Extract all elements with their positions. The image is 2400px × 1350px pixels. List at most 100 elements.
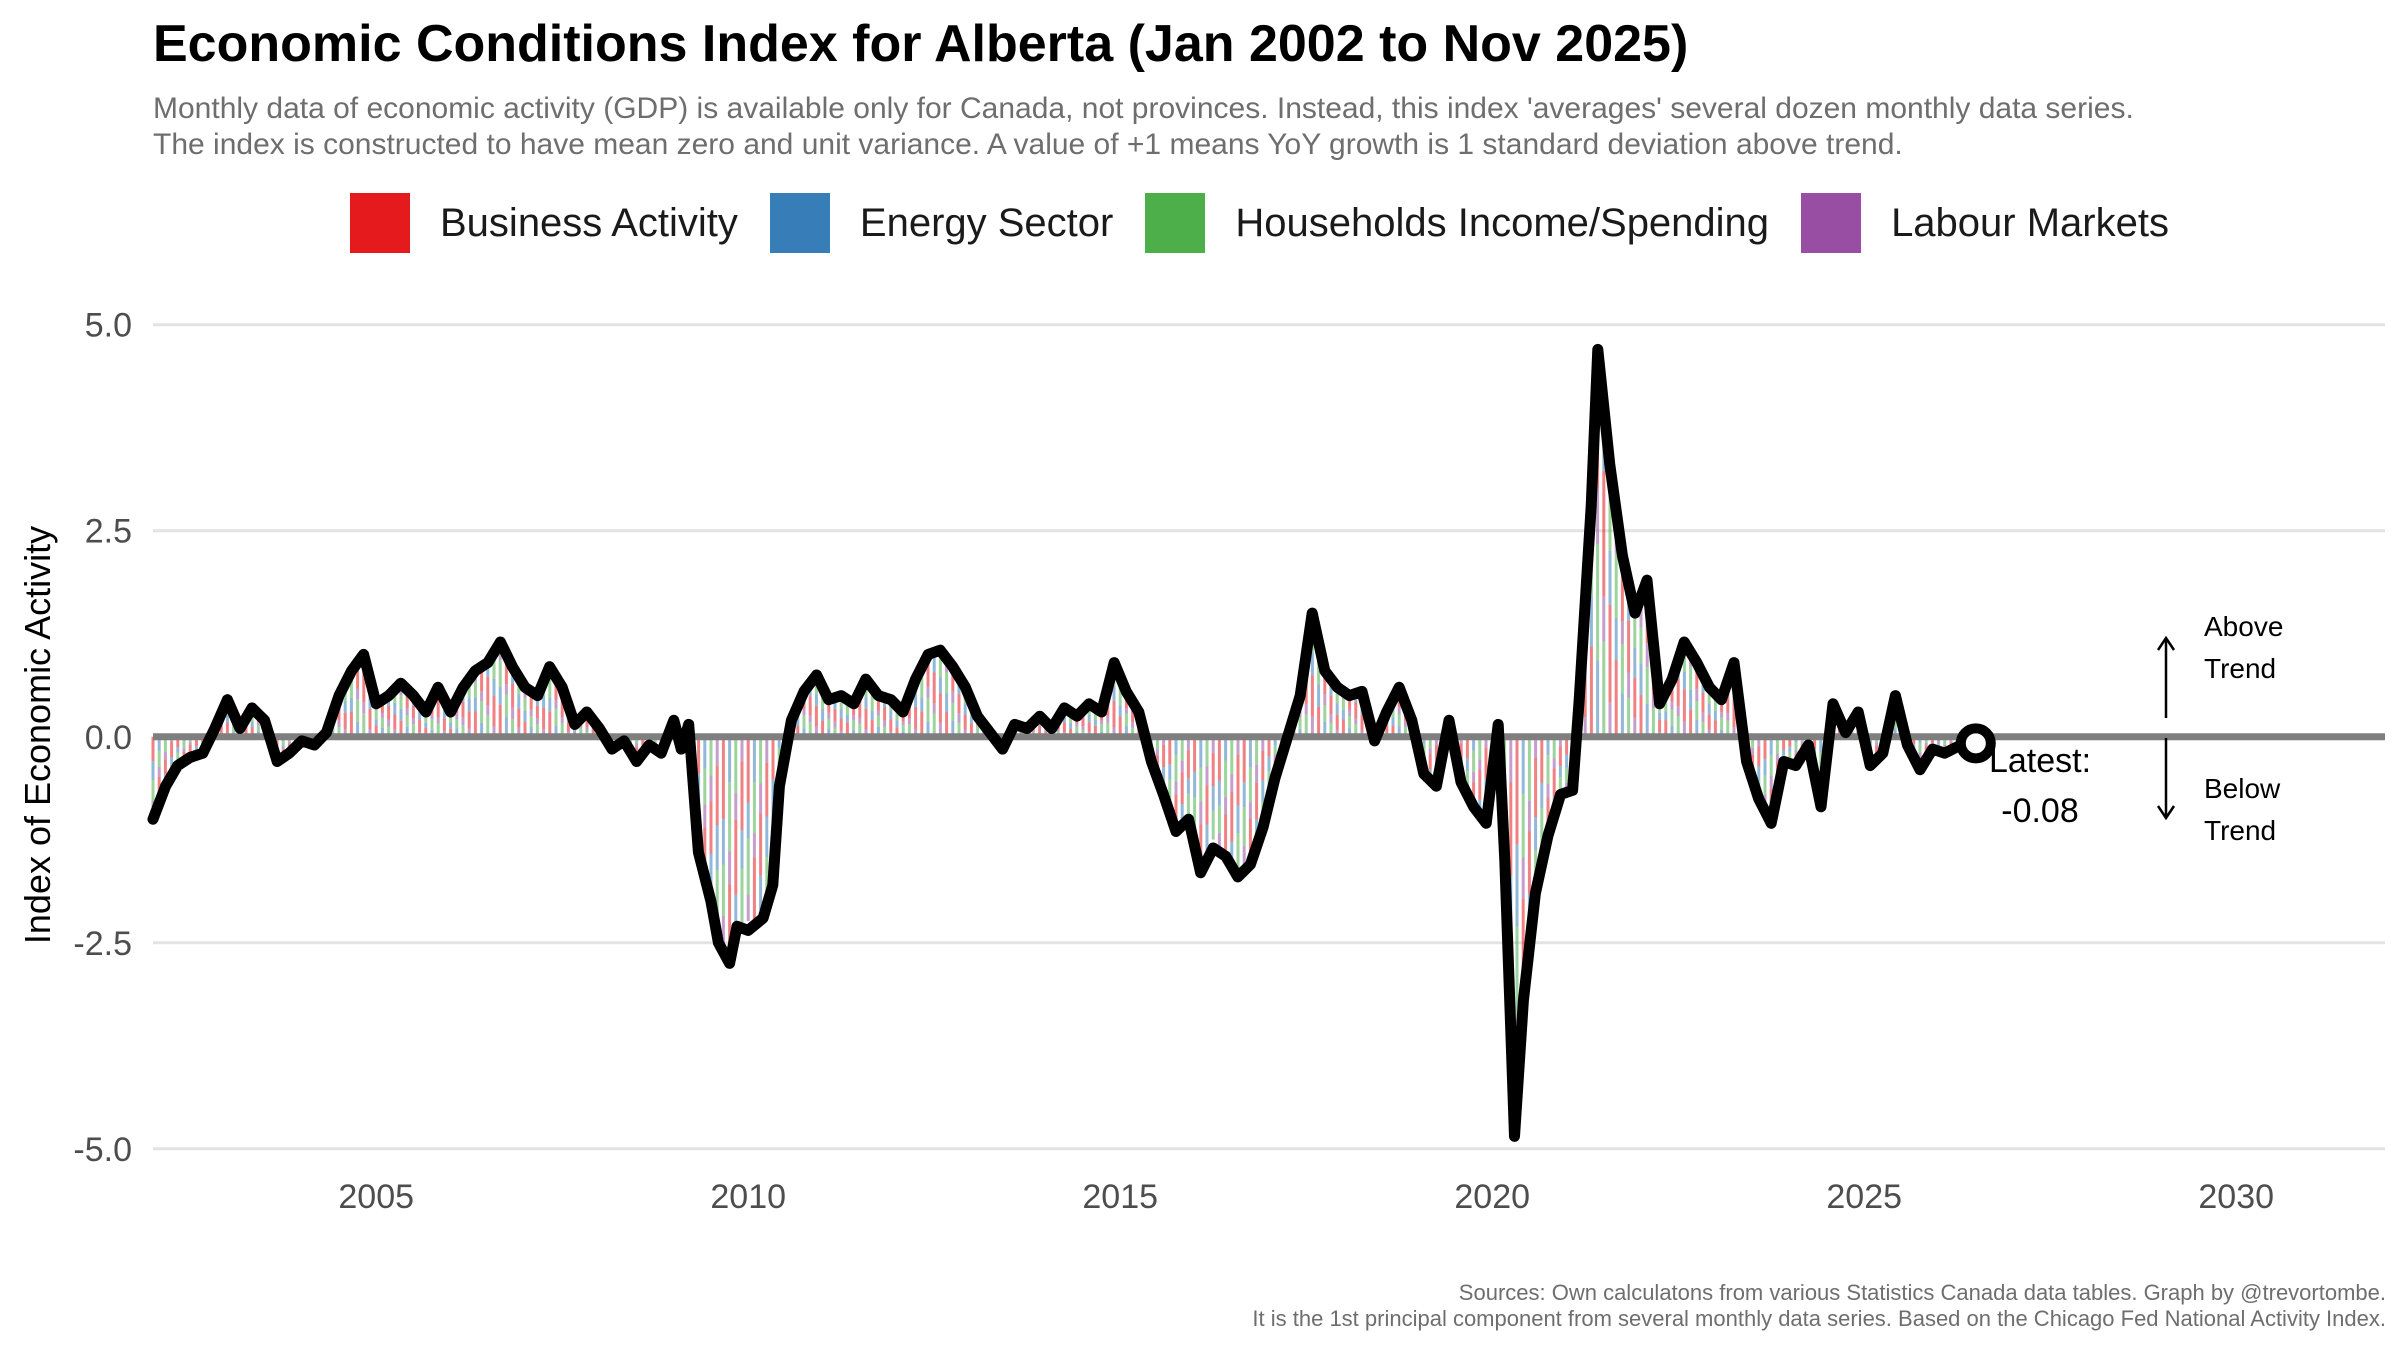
legend-item-labour-markets: Labour Markets bbox=[1801, 193, 2169, 253]
component-bar bbox=[399, 708, 403, 721]
component-bar bbox=[709, 853, 713, 894]
component-bar bbox=[759, 813, 763, 876]
component-bar bbox=[957, 722, 961, 737]
component-bar bbox=[1465, 758, 1469, 772]
component-bar bbox=[535, 724, 539, 737]
component-bar bbox=[976, 726, 980, 733]
component-bar bbox=[1403, 726, 1407, 737]
y-tick-label: -5.0 bbox=[73, 1131, 132, 1169]
component-bar bbox=[343, 729, 347, 737]
component-bar bbox=[1943, 740, 1947, 745]
component-bar bbox=[920, 697, 924, 712]
component-bar bbox=[393, 702, 397, 715]
component-bar bbox=[387, 726, 391, 737]
component-bar bbox=[1323, 721, 1327, 737]
component-bar bbox=[734, 736, 738, 794]
component-bar bbox=[926, 697, 930, 722]
component-bar bbox=[963, 714, 967, 730]
component-bar bbox=[1707, 729, 1711, 737]
component-bar bbox=[1180, 804, 1184, 822]
component-bar bbox=[1162, 767, 1166, 780]
component-bar bbox=[1701, 721, 1705, 737]
component-bar bbox=[1614, 617, 1618, 661]
component-bar bbox=[1205, 766, 1209, 786]
component-bar bbox=[542, 696, 546, 708]
component-bar bbox=[1682, 689, 1686, 722]
component-bar bbox=[969, 715, 973, 724]
component-bar bbox=[511, 719, 515, 737]
component-bar bbox=[1620, 693, 1624, 737]
component-bar bbox=[554, 677, 558, 701]
component-bar bbox=[511, 707, 515, 720]
component-bar bbox=[473, 681, 477, 698]
component-bar bbox=[362, 713, 366, 737]
component-bar bbox=[1341, 699, 1345, 710]
component-bar bbox=[1732, 727, 1736, 737]
component-bar bbox=[759, 783, 763, 814]
component-bar bbox=[523, 690, 527, 699]
component-bar bbox=[529, 727, 533, 737]
component-bar bbox=[1193, 771, 1197, 798]
component-bar bbox=[163, 759, 167, 775]
component-bar bbox=[1180, 760, 1184, 773]
component-bar bbox=[517, 708, 521, 728]
component-bar bbox=[1565, 767, 1569, 783]
component-bar bbox=[1354, 701, 1358, 719]
component-bar bbox=[864, 697, 868, 709]
component-bar bbox=[1174, 794, 1178, 831]
component-bar bbox=[529, 694, 533, 710]
component-bar bbox=[827, 712, 831, 719]
component-bar bbox=[1205, 785, 1209, 825]
component-bar bbox=[1248, 736, 1252, 768]
component-bar bbox=[1323, 671, 1327, 695]
component-bar bbox=[721, 915, 725, 950]
component-bar bbox=[1782, 740, 1786, 751]
component-bar bbox=[504, 684, 508, 695]
component-bar bbox=[393, 714, 397, 730]
component-bar bbox=[709, 736, 713, 776]
component-bar bbox=[399, 720, 403, 737]
component-bar bbox=[777, 736, 781, 749]
component-bar bbox=[1255, 782, 1259, 820]
component-bar bbox=[1819, 736, 1823, 753]
component-bar bbox=[1298, 717, 1302, 730]
legend-label-labour-markets: Labour Markets bbox=[1891, 200, 2169, 245]
component-bar bbox=[455, 713, 459, 720]
component-bar bbox=[492, 726, 496, 737]
component-bar bbox=[1323, 705, 1327, 722]
component-bar bbox=[883, 726, 887, 737]
component-bar bbox=[337, 707, 341, 721]
component-bar bbox=[356, 666, 360, 689]
component-bar bbox=[1707, 690, 1711, 704]
component-bar bbox=[951, 703, 955, 721]
component-bar bbox=[380, 713, 384, 718]
component-bar bbox=[1341, 719, 1345, 737]
component-bar bbox=[1701, 692, 1705, 713]
component-bar bbox=[969, 723, 973, 737]
component-bar bbox=[827, 700, 831, 713]
component-bar bbox=[1174, 754, 1178, 782]
component-bar bbox=[1670, 726, 1674, 737]
component-bar bbox=[1775, 736, 1779, 754]
component-bar bbox=[734, 819, 738, 895]
component-bar bbox=[802, 715, 806, 729]
component-bar bbox=[356, 688, 360, 700]
component-bar bbox=[1509, 736, 1513, 783]
component-bar bbox=[765, 762, 769, 817]
component-bar bbox=[250, 727, 254, 737]
component-bar bbox=[418, 712, 422, 720]
component-bar bbox=[1211, 811, 1215, 840]
component-bar bbox=[1912, 736, 1916, 745]
component-bar bbox=[455, 719, 459, 729]
component-bar bbox=[467, 683, 471, 699]
component-bar bbox=[411, 718, 415, 725]
component-bar bbox=[759, 736, 763, 784]
component-bar bbox=[1726, 720, 1730, 737]
component-bar bbox=[1527, 800, 1531, 832]
component-bar bbox=[1323, 694, 1327, 706]
component-bar bbox=[833, 721, 837, 728]
component-bar bbox=[1639, 695, 1643, 737]
component-bar bbox=[703, 736, 707, 769]
component-bar bbox=[883, 707, 887, 721]
component-bar bbox=[1689, 689, 1693, 710]
